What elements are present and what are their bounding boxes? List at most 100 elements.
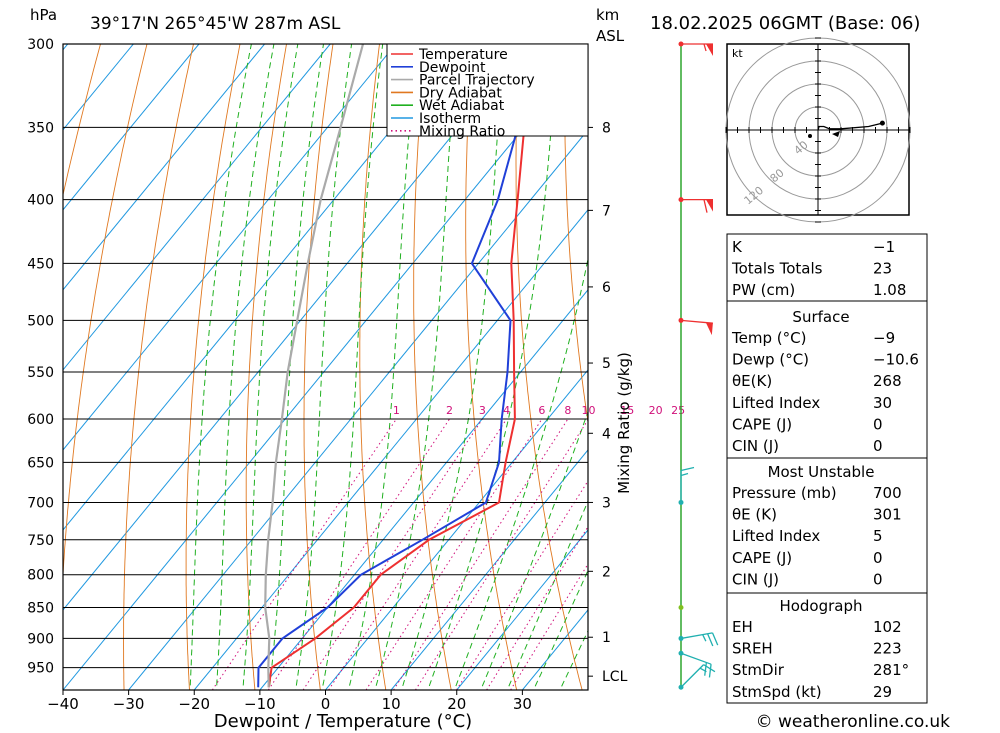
mixing-ratio-line	[328, 418, 508, 690]
wet-adiabat-line	[374, 44, 459, 690]
mixing-ratio-label: 1	[393, 404, 400, 417]
mixing-ratio-label: 4	[503, 404, 510, 417]
wind-barb	[680, 466, 695, 503]
height-tick-label: 6	[602, 280, 611, 296]
height-tick-label: 3	[602, 495, 611, 511]
isotherm-line	[259, 289, 588, 690]
temp-tick-label: −40	[47, 695, 79, 713]
index-label: Lifted Index	[732, 394, 820, 412]
mixing-ratio-lines	[211, 418, 588, 690]
pressure-tick-label: 750	[27, 533, 54, 549]
index-value: 29	[873, 683, 892, 701]
index-value: 301	[873, 506, 902, 524]
dry-adiabat-line	[564, 44, 588, 426]
index-value: 23	[873, 260, 892, 278]
isotherm-line	[63, 44, 528, 611]
pressure-unit-label: hPa	[30, 6, 57, 24]
legend-entry-label: Temperature	[418, 47, 508, 63]
index-label: StmDir	[732, 661, 785, 679]
height-tick-label: 2	[602, 564, 611, 580]
index-label: Totals Totals	[731, 260, 823, 278]
dry-adiabat-line	[465, 44, 518, 690]
pressure-tick-label: 500	[27, 313, 54, 329]
temp-tick-label: 30	[513, 695, 532, 713]
pressure-tick-label: 900	[27, 631, 54, 647]
isotherm-lines	[63, 44, 588, 690]
legend-entry-label: Dry Adiabat	[419, 85, 502, 101]
temp-tick-label: −10	[244, 695, 276, 713]
index-label: PW (cm)	[732, 281, 795, 299]
wet-adiabat-line	[532, 569, 588, 690]
isotherm-line	[63, 44, 134, 131]
dry-adiabat-line	[359, 44, 387, 690]
height-tick-label: 7	[602, 203, 611, 219]
surface-section-title: Surface	[792, 308, 849, 326]
wet-adiabat-line	[295, 44, 353, 690]
index-label: EH	[732, 618, 753, 636]
index-value: 700	[873, 484, 902, 502]
mixing-ratio-label: 15	[620, 404, 634, 417]
isotherm-line	[63, 44, 462, 531]
index-value: 30	[873, 394, 892, 412]
pressure-tick-label: 650	[27, 455, 54, 471]
profile-parcel-trajectory	[264, 44, 365, 688]
legend-entry-label: Parcel Trajectory	[419, 73, 535, 89]
isotherm-line	[193, 209, 588, 690]
index-value: 1.08	[873, 281, 906, 299]
index-label: Temp (°C)	[731, 329, 806, 347]
index-value: 0	[873, 437, 883, 455]
isotherm-line	[325, 369, 588, 690]
datetime-label: 18.02.2025 06GMT (Base: 06)	[650, 13, 920, 34]
index-value: −10.6	[873, 351, 919, 369]
wet-adiabat-line	[348, 44, 419, 690]
mixing-ratio-line	[486, 525, 588, 690]
index-label: CIN (J)	[732, 570, 779, 588]
index-label: K	[732, 238, 743, 256]
mixing-ratio-label: 25	[671, 404, 685, 417]
mixing-ratio-labels: 1 2 3 4 6 8 10 15 20 25	[393, 404, 685, 417]
storm-motion-point	[808, 134, 812, 138]
temp-tick-label: 0	[321, 695, 331, 713]
isotherm-line	[390, 449, 588, 690]
pressure-tick-label: 700	[27, 495, 54, 511]
index-label: θE (K)	[732, 506, 777, 524]
height-tick-label: 5	[602, 356, 611, 372]
profile-temperature	[267, 44, 535, 688]
index-value: −1	[873, 238, 895, 256]
dry-adiabat-line	[185, 44, 241, 690]
isotherm-line	[63, 44, 265, 291]
hodograph-section-title: Hodograph	[779, 597, 862, 615]
mixing-ratio-line	[414, 418, 588, 690]
index-value: 281°	[873, 661, 909, 679]
height-tick-label: LCL	[602, 669, 628, 685]
legend-box	[386, 43, 589, 137]
hodograph-plot	[725, 37, 911, 223]
hodograph-trace	[817, 122, 883, 131]
x-axis-title: Dewpoint / Temperature (°C)	[214, 711, 472, 732]
asl-label: ASL	[596, 27, 625, 45]
pressure-tick-label: 800	[27, 568, 54, 584]
index-value: 5	[873, 527, 883, 545]
wind-barb	[680, 664, 716, 688]
index-label: Pressure (mb)	[732, 484, 837, 502]
wind-barb	[680, 319, 713, 336]
temp-tick-label: 10	[382, 695, 401, 713]
wind-barb	[680, 652, 712, 678]
pressure-tick-label: 850	[27, 601, 54, 617]
dry-adiabat-line	[938, 44, 1000, 690]
wind-level-dot	[678, 605, 684, 611]
temp-tick-label: −20	[178, 695, 210, 713]
mixing-ratio-line	[393, 418, 569, 690]
mixing-ratio-label: 3	[479, 404, 486, 417]
index-label: StmSpd (kt)	[732, 683, 822, 701]
index-label: Dewp (°C)	[732, 351, 809, 369]
temp-tick-label: −30	[113, 695, 145, 713]
legend-entry-label: Mixing Ratio	[419, 124, 505, 140]
axes: 3003504004505005506006507007508008509009…	[27, 37, 627, 713]
pressure-tick-label: 950	[27, 661, 54, 677]
pressure-tick-label: 300	[27, 37, 54, 53]
isotherm-line	[63, 44, 331, 371]
index-value: 102	[873, 618, 902, 636]
pressure-tick-label: 350	[27, 120, 54, 136]
